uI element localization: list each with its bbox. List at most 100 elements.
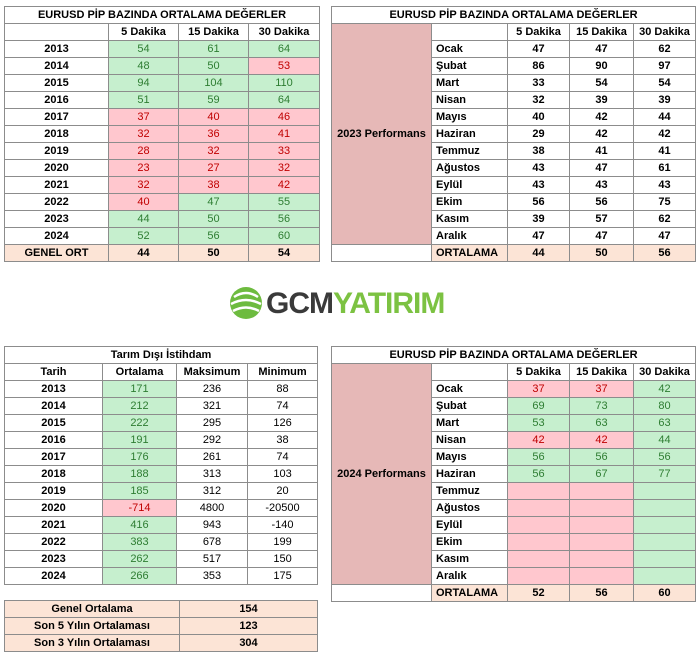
summary-row: Son 3 Yılın Ortalaması 304 xyxy=(4,634,318,652)
value-cell: 42 xyxy=(569,431,634,449)
value-cell xyxy=(632,482,697,500)
value-cell: 23 xyxy=(108,159,179,177)
table-row: 2014 48 50 53 xyxy=(4,57,320,75)
value-cell: 43 xyxy=(507,176,570,194)
performance-2024-table: EURUSD PİP BAZINDA ORTALAMA DEĞERLER 202… xyxy=(330,346,697,602)
table-row: Temmuz xyxy=(332,482,697,500)
minimum-cell: 126 xyxy=(246,414,319,432)
year-label: 2022 xyxy=(4,193,109,211)
value-cell: 40 xyxy=(108,193,179,211)
column-header: Ortalama xyxy=(102,363,177,381)
table-row: 2024 52 56 60 xyxy=(4,227,320,245)
value-cell: 38 xyxy=(178,176,249,194)
value-cell: 36 xyxy=(178,125,249,143)
footer-blank xyxy=(331,584,432,602)
value-cell: 47 xyxy=(507,227,570,245)
table-row: Temmuz 38 41 41 xyxy=(332,142,697,160)
month-label: Mart xyxy=(431,74,508,92)
column-header: 5 Dakika xyxy=(507,23,570,41)
performance-label: 2024 Performans xyxy=(331,363,432,585)
column-header: 5 Dakika xyxy=(507,363,570,381)
month-label: Kasım xyxy=(431,210,508,228)
year-label: 2015 xyxy=(4,74,109,92)
value-cell: 39 xyxy=(632,91,697,109)
performance-label: 2023 Performans xyxy=(331,23,432,245)
table-row: 2015 222 295 126 xyxy=(4,414,319,432)
value-cell: 64 xyxy=(248,40,320,58)
year-label: 2017 xyxy=(4,108,109,126)
footer-label: ORTALAMA xyxy=(431,244,508,262)
table-row: 2020 -714 4800 -20500 xyxy=(4,499,319,517)
summary-row: Son 5 Yılın Ortalaması 123 xyxy=(4,617,318,635)
minimum-cell: -140 xyxy=(246,516,319,534)
month-label: Şubat xyxy=(431,397,508,415)
month-label: Haziran xyxy=(431,125,508,143)
header-row: 2023 Performans 5 Dakika 15 Dakika 30 Dakik… xyxy=(331,23,697,245)
value-cell: 48 xyxy=(108,57,179,75)
minimum-cell: 199 xyxy=(246,533,319,551)
table-row: 2013 54 61 64 xyxy=(4,40,320,58)
table-row: Mart 33 54 54 xyxy=(332,74,697,92)
value-cell xyxy=(569,482,634,500)
value-cell: 63 xyxy=(632,414,697,432)
value-cell: 73 xyxy=(569,397,634,415)
table-row: 2019 185 312 20 xyxy=(4,482,319,500)
table-row: Haziran 56 67 77 xyxy=(332,465,697,483)
table-row: Şubat 69 73 80 xyxy=(332,397,697,415)
value-cell: 50 xyxy=(178,57,249,75)
value-cell: 61 xyxy=(632,159,697,177)
value-cell: 40 xyxy=(178,108,249,126)
column-header: Tarih xyxy=(4,363,103,381)
value-cell: 47 xyxy=(507,40,570,58)
value-cell: 54 xyxy=(569,74,634,92)
logo-text: GCMYATIRIM xyxy=(266,287,445,320)
maximum-cell: 312 xyxy=(176,482,248,500)
average-cell: -714 xyxy=(102,499,177,517)
value-cell: 62 xyxy=(632,210,697,228)
table-row: 2015 94 104 110 xyxy=(4,74,320,92)
footer-label: ORTALAMA xyxy=(431,584,508,602)
column-header xyxy=(431,363,508,381)
year-label: 2013 xyxy=(4,40,109,58)
value-cell: 63 xyxy=(569,414,634,432)
value-cell: 56 xyxy=(569,193,634,211)
value-cell: 59 xyxy=(178,91,249,109)
footer-value: 54 xyxy=(248,244,320,262)
year-label: 2020 xyxy=(4,159,109,177)
month-label: Ağustos xyxy=(431,159,508,177)
table-row: 2022 40 47 55 xyxy=(4,193,320,211)
table-row: Ocak 37 37 42 xyxy=(332,380,697,398)
year-label: 2021 xyxy=(4,516,103,534)
column-header: 30 Dakika xyxy=(632,363,697,381)
table-row: 2018 32 36 41 xyxy=(4,125,320,143)
year-label: 2018 xyxy=(4,125,109,143)
value-cell: 56 xyxy=(507,448,570,466)
value-cell: 77 xyxy=(632,465,697,483)
table-title: Tarım Dışı İstihdam xyxy=(3,346,319,364)
value-cell: 42 xyxy=(632,380,697,398)
column-header xyxy=(4,23,109,41)
table-row: 2014 212 321 74 xyxy=(4,397,319,415)
yearly-pip-table: EURUSD PİP BAZINDA ORTALAMA DEĞERLER 5 D… xyxy=(4,6,320,262)
value-cell: 42 xyxy=(507,431,570,449)
table-row: 2017 176 261 74 xyxy=(4,448,319,466)
month-label: Nisan xyxy=(431,431,508,449)
minimum-cell: 150 xyxy=(246,550,319,568)
average-cell: 176 xyxy=(102,448,177,466)
table-row: 2016 191 292 38 xyxy=(4,431,319,449)
value-cell xyxy=(632,516,697,534)
year-label: 2022 xyxy=(4,533,103,551)
month-label: Ekim xyxy=(431,533,508,551)
value-cell: 37 xyxy=(108,108,179,126)
value-cell xyxy=(507,482,570,500)
value-cell: 67 xyxy=(569,465,634,483)
table-row: 2021 416 943 -140 xyxy=(4,516,319,534)
year-label: 2014 xyxy=(4,57,109,75)
average-cell: 171 xyxy=(102,380,177,398)
table-row: Aralık 47 47 47 xyxy=(332,227,697,245)
value-cell: 53 xyxy=(507,414,570,432)
month-label: Eylül xyxy=(431,516,508,534)
value-cell: 43 xyxy=(569,176,634,194)
summary-label: Genel Ortalama xyxy=(4,600,180,618)
month-label: Kasım xyxy=(431,550,508,568)
